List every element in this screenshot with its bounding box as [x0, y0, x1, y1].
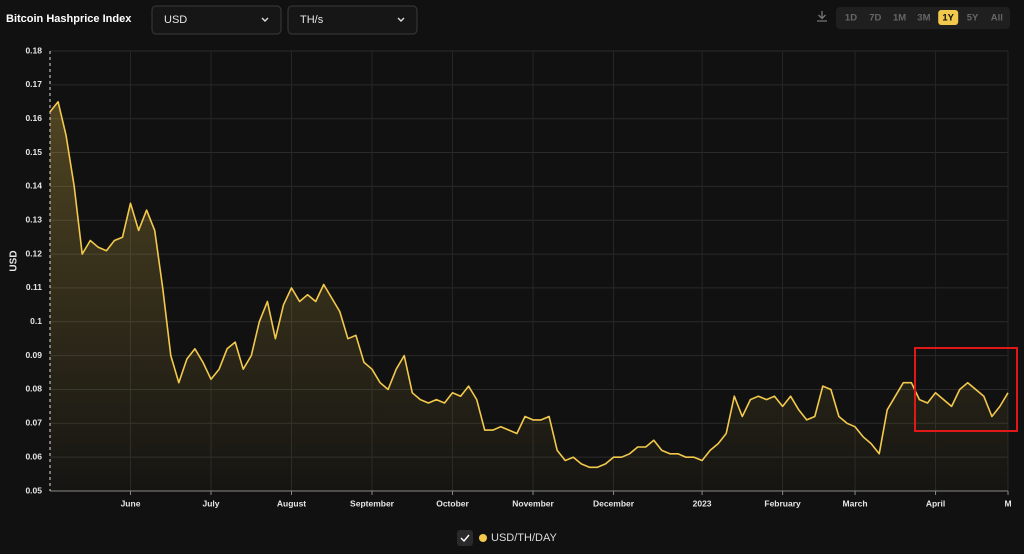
highlight-box [914, 347, 1018, 432]
range-button[interactable]: 7D [869, 13, 881, 24]
x-tick-label: June [121, 498, 141, 508]
chevron [397, 17, 405, 22]
range-button[interactable]: All [991, 13, 1003, 24]
legend[interactable]: USD/TH/DAY [457, 530, 557, 546]
select-box[interactable] [287, 5, 418, 35]
x-tick-label: August [277, 498, 306, 508]
range-button[interactable]: 1M [893, 13, 906, 24]
title: Bitcoin Hashprice Index [6, 13, 132, 25]
x-tick-label: September [350, 498, 395, 508]
legend-checkbox[interactable] [457, 530, 473, 546]
select-box[interactable] [151, 5, 282, 35]
y-tick-label: 0.05 [25, 485, 42, 495]
currency-select[interactable]: USD [151, 5, 282, 35]
x-tick-label: April [926, 498, 945, 508]
download-icon[interactable] [817, 11, 827, 22]
y-tick-label: 0.06 [25, 451, 42, 461]
y-tick-label: 0.11 [26, 282, 42, 292]
y-tick-label: 0.15 [25, 147, 42, 157]
y-tick-label: 0.16 [25, 113, 42, 123]
y-tick-label: 0.09 [25, 350, 42, 360]
x-tick-label: March [843, 498, 868, 508]
chevron [261, 17, 269, 22]
range-buttons: 1D 7D 1M 3M 1Y 5Y All [845, 10, 1003, 25]
y-tick-label: 0.17 [25, 79, 42, 89]
range-bar [836, 7, 1010, 29]
range-button[interactable]: 3M [917, 13, 930, 24]
y-tick-label: 0.13 [25, 214, 42, 224]
y-tick-label: 0.1 [30, 316, 42, 326]
range-active-bg[interactable] [938, 10, 959, 25]
legend-label[interactable]: USD/TH/DAY [491, 532, 557, 544]
x-tick-label: 2023 [693, 498, 712, 508]
y-tick-label: 0.18 [25, 45, 42, 55]
y-tick-label: 0.08 [25, 384, 42, 394]
y-tick-label: 0.14 [25, 181, 42, 191]
download-button[interactable] [817, 11, 827, 22]
x-tick-label: February [764, 498, 801, 508]
legend-swatch [479, 534, 487, 542]
x-tick-label: October [436, 498, 469, 508]
select-value[interactable]: TH/s [300, 14, 324, 26]
area [50, 101, 1008, 492]
check-icon [460, 534, 470, 543]
x-tick-label: July [203, 498, 220, 508]
x-tick-label: December [593, 498, 635, 508]
range-button[interactable]: 5Y [967, 13, 979, 24]
unit-select[interactable]: TH/s [287, 5, 418, 35]
line [49, 101, 1009, 469]
range-button[interactable]: 1Y [942, 13, 954, 24]
x-tick-label: M [1004, 498, 1011, 508]
range-button[interactable]: 1D [845, 13, 857, 24]
plot: 0.05 0.06 0.07 0.08 0.09 0.1 0.11 0.12 0.13 0.14 0… [25, 45, 1011, 508]
y-axis-label: USD [9, 250, 20, 271]
select-value[interactable]: USD [164, 14, 187, 26]
x-tick-label: November [512, 498, 554, 508]
y-tick-label: 0.12 [25, 248, 42, 258]
y-tick-label: 0.07 [25, 418, 42, 428]
